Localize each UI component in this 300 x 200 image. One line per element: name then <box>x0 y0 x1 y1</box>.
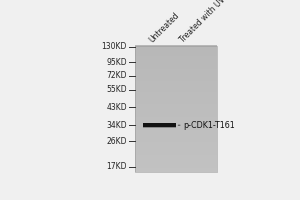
Bar <box>143 123 176 127</box>
Text: p-CDK1-T161: p-CDK1-T161 <box>178 121 235 130</box>
Bar <box>135 119 217 121</box>
Bar <box>135 138 217 140</box>
Bar <box>135 144 217 147</box>
Bar <box>135 58 217 60</box>
Bar <box>135 167 217 170</box>
Text: 34KD: 34KD <box>106 121 127 130</box>
Bar <box>135 163 217 166</box>
Bar <box>135 153 217 155</box>
Text: 130KD: 130KD <box>102 42 127 51</box>
Bar <box>135 165 217 168</box>
Text: 43KD: 43KD <box>106 103 127 112</box>
Bar <box>135 85 217 88</box>
Bar <box>135 98 217 100</box>
Text: 26KD: 26KD <box>106 137 127 146</box>
Bar <box>135 115 217 117</box>
Bar <box>135 94 217 96</box>
Bar <box>135 89 217 92</box>
Bar <box>135 92 217 94</box>
Text: Untreated: Untreated <box>147 10 181 44</box>
Bar <box>135 75 217 77</box>
Bar <box>135 146 217 149</box>
Bar <box>135 113 217 115</box>
Bar <box>135 129 217 132</box>
Bar <box>135 64 217 67</box>
Bar <box>135 54 217 56</box>
Bar <box>135 77 217 79</box>
Bar <box>135 142 217 144</box>
Bar <box>135 60 217 62</box>
Bar <box>135 148 217 151</box>
Bar <box>135 73 217 75</box>
Bar <box>135 96 217 98</box>
Bar <box>135 123 217 126</box>
Text: 72KD: 72KD <box>106 71 127 80</box>
Bar <box>135 52 217 54</box>
Bar <box>143 124 176 126</box>
Bar <box>135 81 217 83</box>
Bar <box>135 155 217 157</box>
Bar <box>135 47 217 50</box>
Bar <box>135 49 217 52</box>
Bar <box>135 157 217 159</box>
Bar <box>135 79 217 81</box>
Bar <box>135 83 217 86</box>
Text: 55KD: 55KD <box>106 85 127 94</box>
Text: Treated with UV: Treated with UV <box>178 0 227 44</box>
Bar <box>135 46 217 172</box>
Bar <box>135 132 217 134</box>
Bar <box>135 110 217 113</box>
Bar <box>135 169 217 172</box>
Bar <box>135 104 217 107</box>
Bar <box>135 87 217 90</box>
Bar <box>135 136 217 138</box>
Bar <box>135 121 217 123</box>
Bar <box>135 117 217 119</box>
Text: 95KD: 95KD <box>106 58 127 67</box>
Bar <box>135 62 217 65</box>
Bar <box>135 102 217 104</box>
Bar <box>135 161 217 163</box>
Bar <box>135 134 217 136</box>
Bar <box>135 150 217 153</box>
Bar <box>135 71 217 73</box>
Bar <box>143 127 176 128</box>
Bar <box>135 106 217 109</box>
Bar <box>135 108 217 111</box>
Bar <box>135 125 217 128</box>
Text: 17KD: 17KD <box>106 162 127 171</box>
Bar <box>135 56 217 58</box>
Bar <box>135 127 217 130</box>
Bar <box>135 159 217 161</box>
Bar <box>135 66 217 69</box>
Bar <box>135 140 217 142</box>
Bar <box>135 45 217 48</box>
Bar <box>135 68 217 71</box>
Bar <box>135 100 217 102</box>
